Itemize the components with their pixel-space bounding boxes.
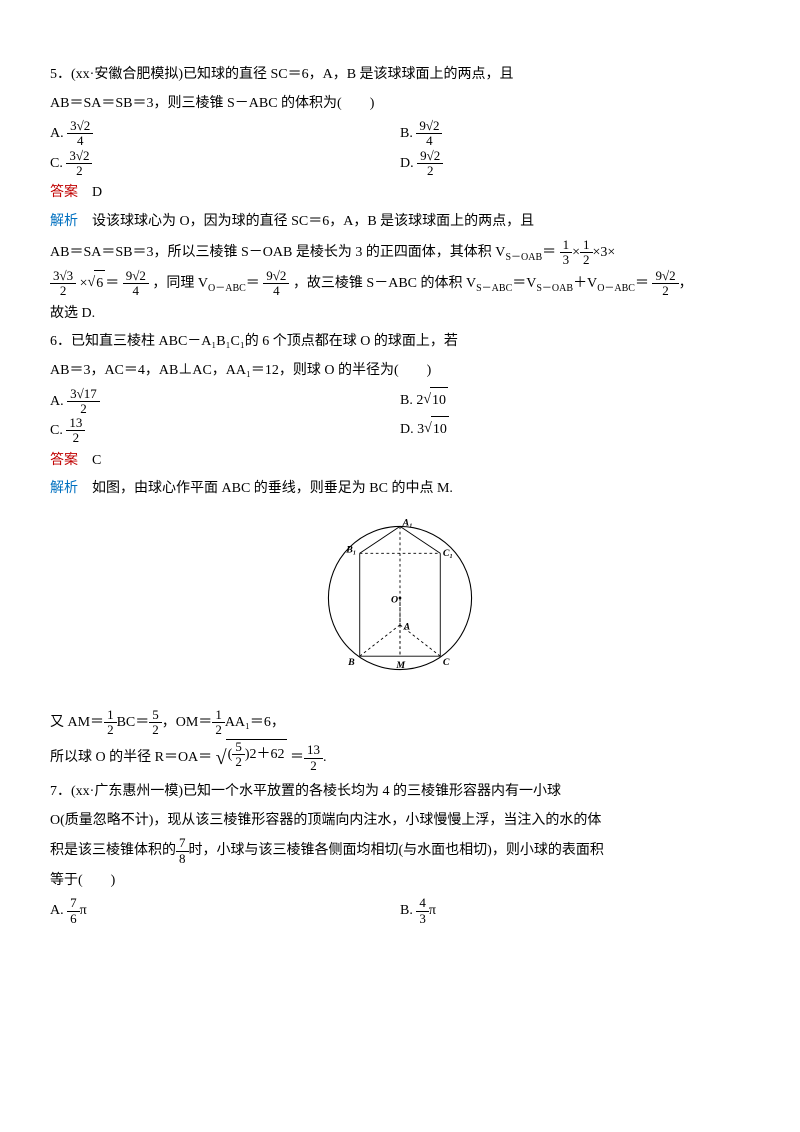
svg-text:O: O [391, 594, 398, 605]
svg-text:C₁: C₁ [443, 548, 453, 559]
q5-explain-4: 故选 D. [50, 301, 750, 328]
q5-optA-label: A. [50, 126, 64, 141]
q5-explain-3: 3√32 ×√6＝ 9√24 ，同理 VO－ABC＝ 9√24 ，故三棱锥 S－… [50, 269, 750, 299]
q7-optB-label: B. [400, 903, 413, 918]
q6-answer: 答案 C [50, 448, 750, 475]
q5-optB-label: B. [400, 126, 413, 141]
q5-optD-frac: 9√22 [417, 149, 443, 179]
q5-optC-frac: 3√22 [66, 149, 92, 179]
svg-text:A₁: A₁ [402, 517, 413, 528]
q6-optC-label: C. [50, 423, 63, 438]
q6-optB-label: B. 2 [400, 393, 423, 408]
svg-text:B₁: B₁ [345, 544, 356, 555]
q7-optB-frac: 43 [416, 896, 429, 926]
q6-options-row1: A. 3√172 B. 2√10 [50, 387, 750, 417]
q5-options-row1: A. 3√24 B. 9√24 [50, 119, 750, 149]
q6-stem-1: 6．已知直三棱柱 ABC－A₁B₁C₁的 6 个顶点都在球 O 的球面上，若 [50, 329, 750, 356]
q5-stem-1: 5．(xx·安徽合肥模拟)已知球的直径 SC＝6，A，B 是该球球面上的两点，且 [50, 62, 750, 89]
q6-optA-frac: 3√172 [67, 387, 100, 417]
q5-optD-label: D. [400, 156, 414, 171]
q6-stem-2: AB＝3，AC＝4，AB⊥AC，AA₁＝12，则球 O 的半径为( ) [50, 358, 750, 385]
q6-explain-1: 解析 如图，由球心作平面 ABC 的垂线，则垂足为 BC 的中点 M. [50, 476, 750, 503]
q5-explain-2: AB＝SA＝SB＝3，所以三棱锥 S－OAB 是棱长为 3 的正四面体，其体积 … [50, 238, 750, 268]
q7-stem-2: O(质量忽略不计)，现从该三棱锥形容器的顶端向内注水，小球慢慢上浮，当注入的水的… [50, 808, 750, 835]
q5-explain-1: 解析 设该球球心为 O，因为球的直径 SC＝6，A，B 是该球球面上的两点，且 [50, 209, 750, 236]
svg-text:B: B [347, 657, 355, 668]
svg-text:A: A [403, 621, 411, 632]
q5-optC-label: C. [50, 156, 63, 171]
q7-options-row1: A. 76π B. 43π [50, 896, 750, 926]
q5-stem-2: AB＝SA＝SB＝3，则三棱锥 S－ABC 的体积为( ) [50, 91, 750, 118]
q5-optB-frac: 9√24 [416, 119, 442, 149]
q6-explain-3: 所以球 O 的半径 R＝OA＝ √(52)2＋62 ＝132. [50, 739, 750, 777]
q6-explain-2: 又 AM＝12BC＝52，OM＝12AA₁＝6， [50, 708, 750, 738]
q6-optA-label: A. [50, 394, 64, 409]
q7-stem-3: 积是该三棱锥体积的78时，小球与该三棱锥各侧面均相切(与水面也相切)，则小球的表… [50, 836, 750, 866]
q6-optD-label: D. 3 [400, 422, 424, 437]
svg-text:C: C [443, 657, 450, 668]
q5-options-row2: C. 3√22 D. 9√22 [50, 149, 750, 179]
q7-stem-4: 等于( ) [50, 868, 750, 895]
q5-answer: 答案 D [50, 180, 750, 207]
svg-text:M: M [395, 660, 406, 671]
q5-optA-frac: 3√24 [67, 119, 93, 149]
q6-optC-frac: 132 [66, 416, 85, 446]
q7-stem-1: 7．(xx·广东惠州一模)已知一个水平放置的各棱长均为 4 的三棱锥形容器内有一… [50, 779, 750, 806]
q7-optA-frac: 76 [67, 896, 80, 926]
q6-options-row2: C. 132 D. 3√10 [50, 416, 750, 446]
q7-optA-label: A. [50, 903, 64, 918]
q6-diagram: A₁ B₁ C₁ O A B M C [50, 513, 750, 694]
